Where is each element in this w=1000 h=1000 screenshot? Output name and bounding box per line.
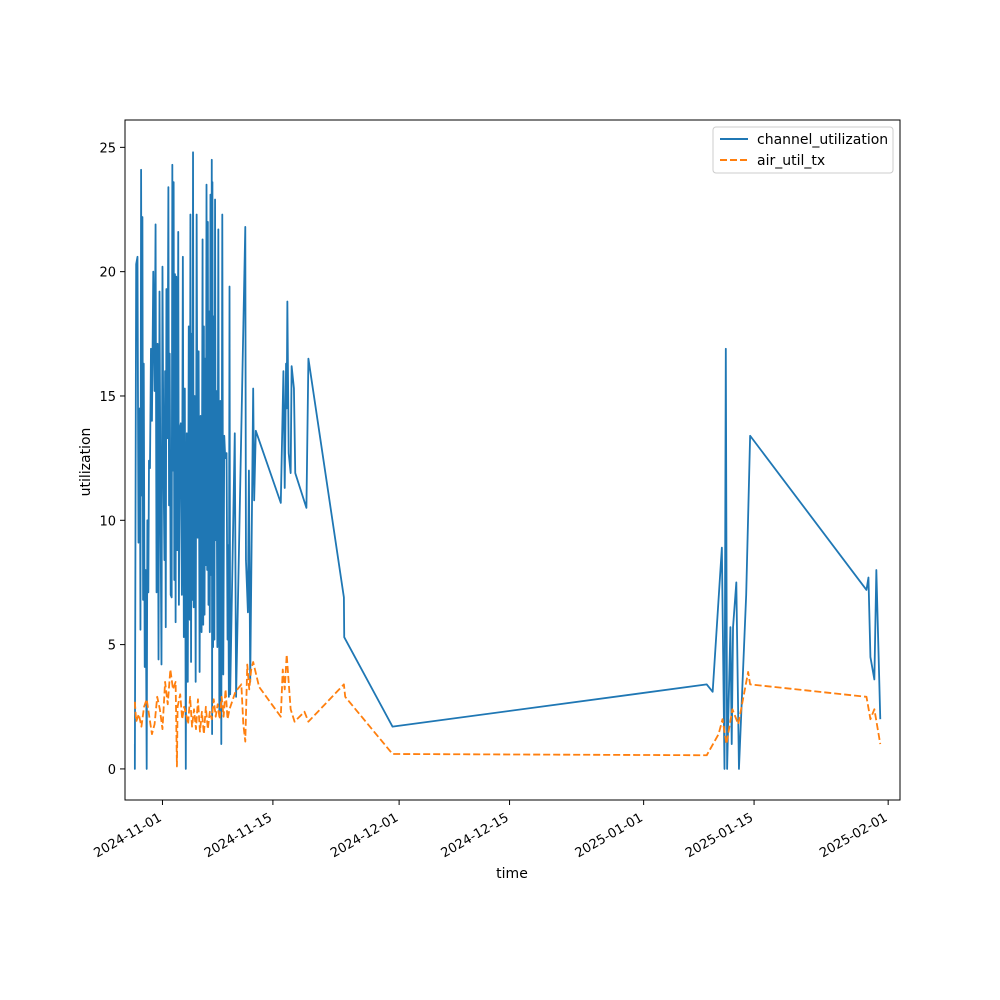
legend-box (712, 126, 894, 174)
plot-lines (133, 151, 882, 770)
y-tick-label: 20 (99, 266, 116, 281)
y-tick-label: 10 (99, 514, 116, 529)
legend: channel_utilization air_util_tx (712, 126, 894, 174)
y-axis-label: utilization (78, 428, 94, 497)
legend-label-channel-utilization: channel_utilization (757, 132, 888, 148)
y-tick-label: 15 (99, 390, 116, 405)
series-line-channel-utilization (133, 151, 882, 770)
y-tick-label: 25 (99, 141, 116, 156)
x-axis-label: time (496, 866, 528, 882)
y-tick-label: 0 (108, 763, 116, 778)
legend-label-air-util-tx: air_util_tx (757, 153, 825, 169)
series-line-air-util-tx (133, 653, 882, 768)
y-axis: 0 5 10 15 20 25 (99, 141, 125, 778)
y-tick-label: 5 (108, 639, 116, 654)
plot-frame (124, 119, 901, 801)
